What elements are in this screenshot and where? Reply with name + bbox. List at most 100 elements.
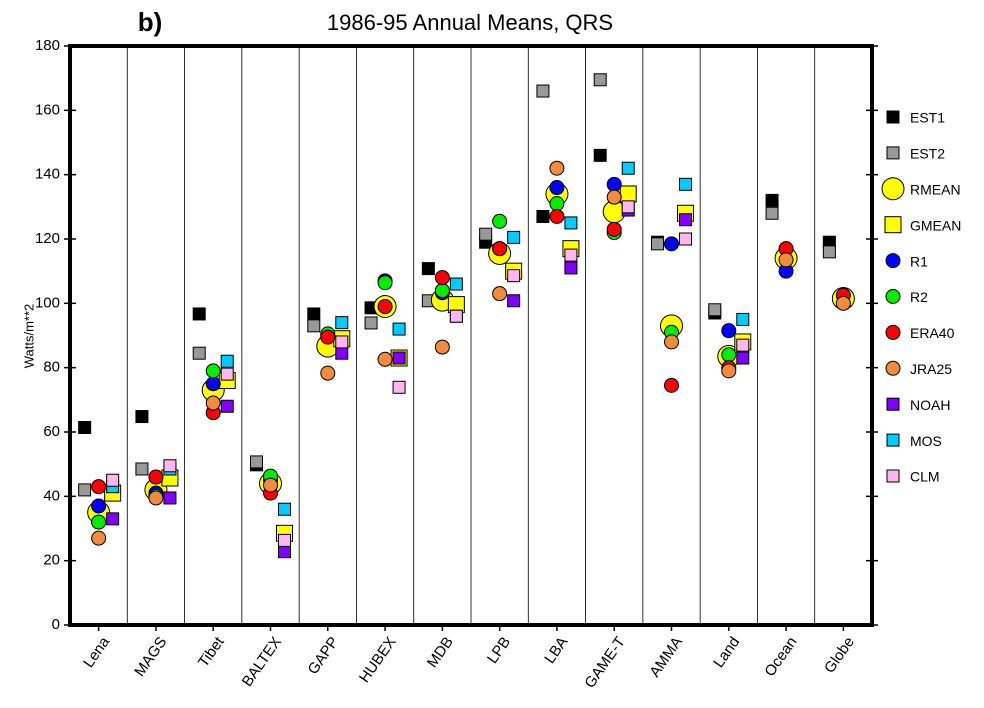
marker bbox=[621, 161, 635, 175]
y-tick-label: 180 bbox=[35, 37, 60, 54]
marker bbox=[392, 351, 406, 365]
x-tick-label: Tibet bbox=[195, 633, 228, 670]
marker bbox=[835, 295, 851, 311]
marker bbox=[307, 307, 321, 321]
chart-title: 1986-95 Annual Means, QRS bbox=[327, 10, 613, 35]
marker bbox=[377, 275, 393, 291]
legend-marker bbox=[881, 177, 905, 201]
marker bbox=[679, 232, 692, 246]
marker bbox=[220, 354, 234, 368]
y-tick-label: 140 bbox=[35, 166, 60, 183]
marker bbox=[651, 237, 664, 251]
marker bbox=[721, 363, 737, 379]
marker bbox=[148, 469, 164, 485]
marker bbox=[606, 189, 622, 205]
marker bbox=[549, 196, 565, 212]
marker bbox=[564, 261, 578, 275]
x-tick-label: GAPP bbox=[304, 634, 342, 678]
marker bbox=[536, 84, 550, 98]
x-tick-label: Lena bbox=[80, 633, 113, 671]
legend-marker bbox=[886, 469, 900, 483]
y-tick-label: 160 bbox=[35, 101, 60, 118]
marker bbox=[765, 206, 779, 220]
marker bbox=[78, 483, 92, 497]
legend-label: NOAH bbox=[910, 397, 950, 413]
legend-marker bbox=[885, 360, 901, 376]
marker bbox=[163, 491, 177, 505]
legend-label: MOS bbox=[910, 433, 942, 449]
marker bbox=[664, 377, 679, 393]
marker bbox=[91, 479, 107, 495]
marker bbox=[307, 319, 321, 333]
y-tick-label: 20 bbox=[43, 552, 60, 569]
marker bbox=[564, 248, 578, 262]
marker bbox=[621, 200, 635, 214]
legend-marker bbox=[885, 289, 901, 304]
marker bbox=[163, 459, 177, 473]
marker bbox=[106, 473, 120, 487]
marker bbox=[135, 410, 149, 424]
marker bbox=[263, 477, 278, 493]
marker bbox=[549, 160, 565, 176]
marker bbox=[392, 322, 406, 336]
marker bbox=[320, 329, 336, 345]
marker bbox=[192, 346, 206, 360]
legend-label: R1 bbox=[910, 253, 928, 269]
marker bbox=[721, 323, 737, 339]
plot-frame bbox=[68, 44, 874, 627]
marker bbox=[278, 533, 291, 547]
marker bbox=[377, 299, 393, 315]
legend-marker bbox=[885, 324, 901, 340]
marker bbox=[664, 236, 679, 252]
marker bbox=[250, 455, 263, 469]
marker bbox=[335, 335, 349, 349]
marker bbox=[205, 376, 221, 392]
legend-marker bbox=[884, 216, 902, 234]
legend-label: ERA40 bbox=[910, 325, 955, 341]
marker bbox=[335, 316, 349, 330]
marker bbox=[619, 185, 637, 203]
marker bbox=[220, 399, 234, 413]
y-tick-label: 120 bbox=[35, 230, 60, 247]
legend-label: CLM bbox=[910, 469, 940, 485]
marker bbox=[335, 346, 349, 360]
marker bbox=[78, 420, 92, 434]
legend-marker bbox=[886, 146, 900, 160]
marker bbox=[765, 193, 779, 207]
marker bbox=[549, 208, 565, 224]
x-tick-label: AMMA bbox=[646, 634, 686, 681]
marker bbox=[492, 286, 508, 302]
x-tick-label: Land bbox=[710, 634, 743, 671]
legend-marker bbox=[886, 433, 900, 447]
marker bbox=[507, 269, 521, 283]
legend-marker bbox=[885, 253, 901, 269]
x-tick-label: Ocean bbox=[761, 634, 800, 680]
marker bbox=[492, 213, 508, 229]
marker bbox=[434, 282, 450, 298]
marker bbox=[364, 316, 378, 330]
marker bbox=[778, 252, 794, 268]
marker bbox=[392, 380, 406, 394]
marker bbox=[192, 307, 206, 321]
marker bbox=[91, 514, 107, 530]
marker bbox=[708, 303, 722, 317]
marker bbox=[549, 180, 565, 196]
x-tick-label: MAGS bbox=[131, 634, 170, 680]
marker bbox=[507, 294, 521, 308]
legend-label: JRA25 bbox=[910, 361, 952, 377]
marker bbox=[220, 367, 234, 381]
marker bbox=[434, 339, 450, 355]
x-tick-label: HUBEX bbox=[356, 634, 400, 686]
x-tick-label: GAME-T bbox=[581, 634, 628, 692]
legend-label: R2 bbox=[910, 289, 928, 305]
marker bbox=[664, 334, 679, 350]
marker bbox=[434, 270, 450, 286]
marker bbox=[377, 351, 393, 367]
x-tick-label: LBA bbox=[541, 634, 571, 667]
marker bbox=[148, 490, 164, 506]
marker bbox=[721, 347, 737, 363]
marker bbox=[593, 73, 607, 87]
marker bbox=[736, 312, 750, 326]
marker bbox=[536, 209, 550, 223]
